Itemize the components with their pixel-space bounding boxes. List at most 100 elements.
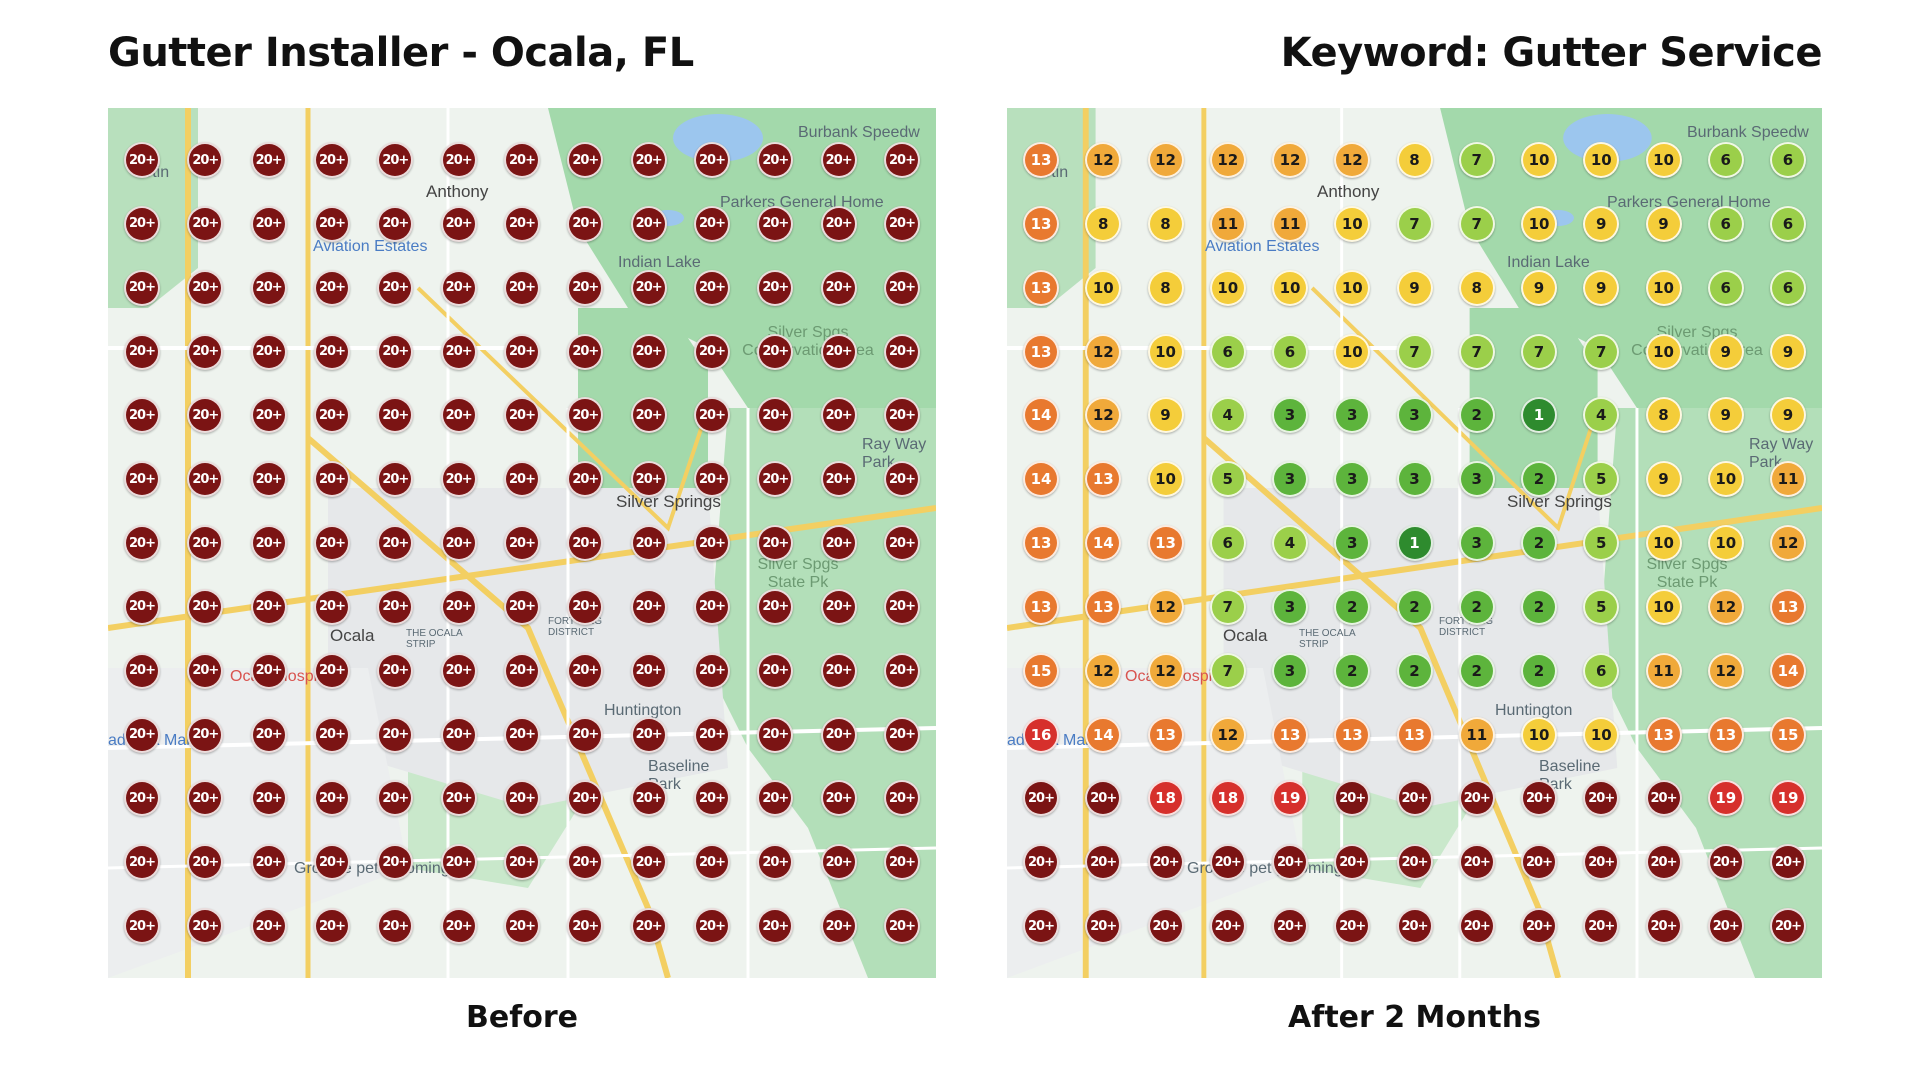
rank-pin[interactable]: 20+ <box>1521 844 1557 881</box>
rank-pin[interactable]: 20+ <box>250 397 287 434</box>
rank-pin[interactable]: 20+ <box>567 716 604 753</box>
rank-pin[interactable]: 20+ <box>124 269 160 306</box>
rank-pin[interactable]: 18 <box>1147 780 1184 817</box>
rank-pin[interactable]: 20+ <box>377 652 414 689</box>
rank-pin[interactable]: 20+ <box>1147 908 1184 944</box>
rank-pin[interactable]: 20+ <box>694 461 730 498</box>
rank-pin[interactable]: 20+ <box>884 269 920 306</box>
rank-pin[interactable]: 20+ <box>314 333 350 370</box>
rank-pin[interactable]: 20+ <box>1085 844 1122 881</box>
rank-pin[interactable]: 8 <box>1458 269 1495 306</box>
rank-pin[interactable]: 20+ <box>757 461 794 498</box>
rank-pin[interactable]: 3 <box>1334 397 1371 434</box>
rank-pin[interactable]: 20+ <box>694 716 730 753</box>
rank-pin[interactable]: 20+ <box>1147 844 1184 881</box>
rank-pin[interactable]: 10 <box>1334 269 1371 306</box>
rank-pin[interactable]: 4 <box>1209 397 1246 434</box>
map-panel-after[interactable]: Burbank Speedw artin Anthony Parkers Gen… <box>1007 108 1822 978</box>
rank-pin[interactable]: 13 <box>1707 716 1744 753</box>
rank-pin[interactable]: 10 <box>1707 461 1744 498</box>
rank-pin[interactable]: 20+ <box>314 588 350 625</box>
rank-pin[interactable]: 6 <box>1770 269 1806 306</box>
rank-pin[interactable]: 20+ <box>1334 780 1371 817</box>
rank-pin[interactable]: 10 <box>1645 588 1682 625</box>
rank-pin[interactable]: 20+ <box>820 269 857 306</box>
rank-pin[interactable]: 20+ <box>1458 780 1495 817</box>
rank-pin[interactable]: 20+ <box>757 142 794 178</box>
rank-pin[interactable]: 2 <box>1334 652 1371 689</box>
rank-pin[interactable]: 20+ <box>884 142 920 178</box>
rank-pin[interactable]: 20+ <box>377 461 414 498</box>
rank-pin[interactable]: 7 <box>1583 333 1620 370</box>
rank-pin[interactable]: 20+ <box>1334 844 1371 881</box>
rank-pin[interactable]: 13 <box>1396 716 1433 753</box>
rank-pin[interactable]: 20+ <box>377 205 414 242</box>
rank-pin[interactable]: 8 <box>1645 397 1682 434</box>
rank-pin[interactable]: 3 <box>1334 525 1371 561</box>
rank-pin[interactable]: 12 <box>1085 397 1122 434</box>
rank-pin[interactable]: 20+ <box>567 142 604 178</box>
rank-pin[interactable]: 20+ <box>630 461 667 498</box>
rank-pin[interactable]: 2 <box>1458 588 1495 625</box>
rank-pin[interactable]: 20+ <box>1645 844 1682 881</box>
rank-pin[interactable]: 20+ <box>187 652 224 689</box>
rank-pin[interactable]: 10 <box>1209 269 1246 306</box>
rank-pin[interactable]: 20+ <box>1272 908 1308 944</box>
rank-pin[interactable]: 20+ <box>504 461 540 498</box>
rank-pin[interactable]: 20+ <box>1583 780 1620 817</box>
rank-pin[interactable]: 20+ <box>820 461 857 498</box>
rank-pin[interactable]: 7 <box>1458 333 1495 370</box>
rank-pin[interactable]: 6 <box>1583 652 1620 689</box>
rank-pin[interactable]: 3 <box>1396 461 1433 498</box>
rank-pin[interactable]: 13 <box>1645 716 1682 753</box>
rank-pin[interactable]: 10 <box>1147 333 1184 370</box>
rank-pin[interactable]: 20+ <box>124 844 160 881</box>
rank-pin[interactable]: 13 <box>1023 142 1059 178</box>
rank-pin[interactable]: 20+ <box>694 397 730 434</box>
rank-pin[interactable]: 20+ <box>630 142 667 178</box>
rank-pin[interactable]: 20+ <box>567 205 604 242</box>
rank-pin[interactable]: 20+ <box>440 205 477 242</box>
rank-pin[interactable]: 13 <box>1085 461 1122 498</box>
rank-pin[interactable]: 7 <box>1458 142 1495 178</box>
rank-pin[interactable]: 20+ <box>694 142 730 178</box>
rank-pin[interactable]: 10 <box>1583 142 1620 178</box>
rank-pin[interactable]: 20+ <box>504 333 540 370</box>
rank-pin[interactable]: 20+ <box>504 205 540 242</box>
rank-pin[interactable]: 9 <box>1583 205 1620 242</box>
rank-pin[interactable]: 20+ <box>820 397 857 434</box>
rank-pin[interactable]: 13 <box>1272 716 1308 753</box>
rank-pin[interactable]: 20+ <box>187 461 224 498</box>
rank-pin[interactable]: 20+ <box>124 142 160 178</box>
rank-pin[interactable]: 20+ <box>820 844 857 881</box>
rank-pin[interactable]: 10 <box>1147 461 1184 498</box>
rank-pin[interactable]: 20+ <box>567 652 604 689</box>
rank-pin[interactable]: 20+ <box>314 205 350 242</box>
rank-pin[interactable]: 12 <box>1707 652 1744 689</box>
rank-pin[interactable]: 20+ <box>757 652 794 689</box>
rank-pin[interactable]: 1 <box>1521 397 1557 434</box>
rank-pin[interactable]: 20+ <box>250 269 287 306</box>
rank-pin[interactable]: 20+ <box>884 908 920 944</box>
rank-pin[interactable]: 6 <box>1209 525 1246 561</box>
rank-pin[interactable]: 20+ <box>820 142 857 178</box>
rank-pin[interactable]: 3 <box>1396 397 1433 434</box>
rank-pin[interactable]: 20+ <box>820 716 857 753</box>
rank-pin[interactable]: 20+ <box>630 397 667 434</box>
rank-pin[interactable]: 20+ <box>694 269 730 306</box>
rank-pin[interactable]: 12 <box>1209 716 1246 753</box>
rank-pin[interactable]: 20+ <box>377 780 414 817</box>
rank-pin[interactable]: 20+ <box>187 142 224 178</box>
rank-pin[interactable]: 20+ <box>314 908 350 944</box>
rank-pin[interactable]: 20+ <box>694 908 730 944</box>
rank-pin[interactable]: 14 <box>1085 525 1122 561</box>
rank-pin[interactable]: 20+ <box>757 525 794 561</box>
rank-pin[interactable]: 20+ <box>187 269 224 306</box>
rank-pin[interactable]: 20+ <box>757 780 794 817</box>
rank-pin[interactable]: 20+ <box>440 397 477 434</box>
rank-pin[interactable]: 6 <box>1209 333 1246 370</box>
rank-pin[interactable]: 20+ <box>757 205 794 242</box>
rank-pin[interactable]: 9 <box>1147 397 1184 434</box>
rank-pin[interactable]: 2 <box>1458 397 1495 434</box>
rank-pin[interactable]: 20+ <box>820 525 857 561</box>
